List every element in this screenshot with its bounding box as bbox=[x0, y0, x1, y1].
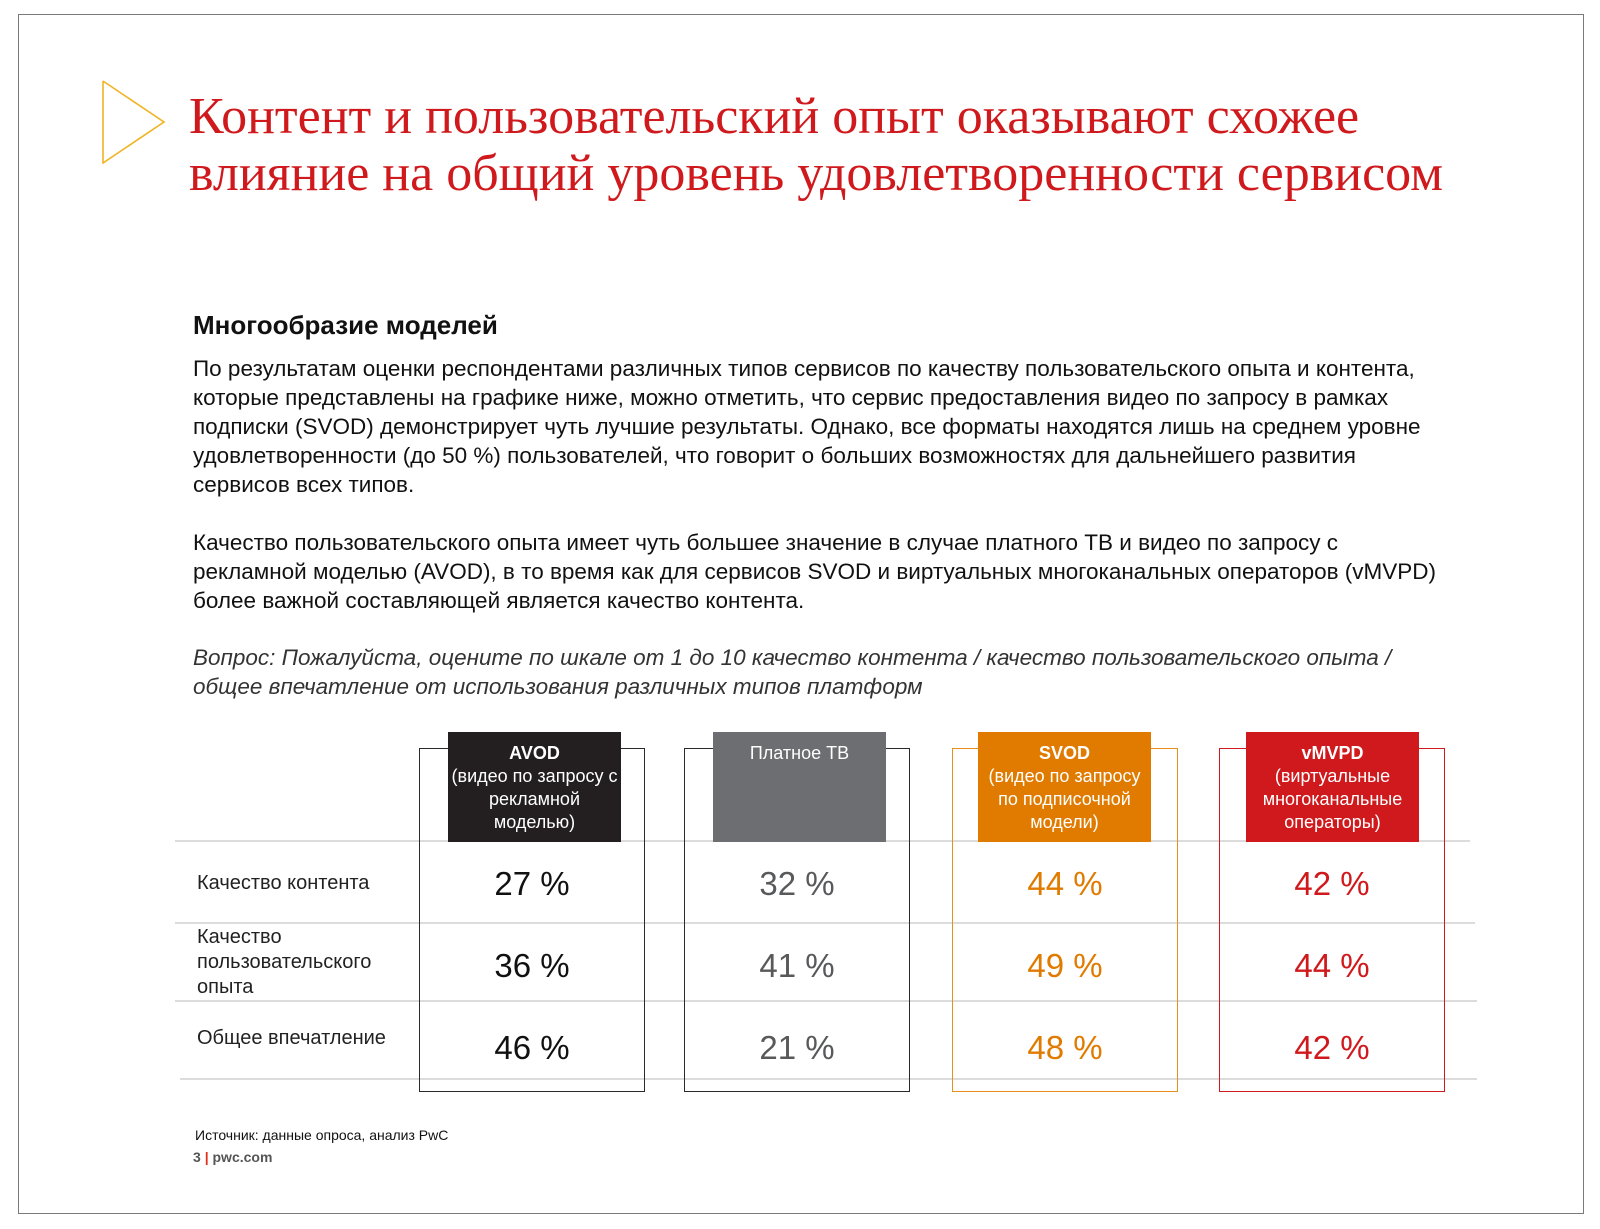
chevron-icon bbox=[102, 80, 166, 164]
source-note: Источник: данные опроса, анализ PwC bbox=[195, 1127, 449, 1143]
footer-separator: | bbox=[204, 1149, 209, 1165]
page-number: 3 bbox=[193, 1149, 201, 1165]
survey-question: Вопрос: Пожалуйста, оцените по шкале от … bbox=[193, 645, 1392, 699]
slide-frame bbox=[18, 14, 1584, 1214]
section-heading: Многообразие моделей bbox=[193, 310, 498, 340]
page-title: Контент и пользовательский опыт оказываю… bbox=[189, 88, 1444, 202]
body-paragraph-1: По результатам оценки респондентами разл… bbox=[193, 356, 1421, 497]
body-paragraph-2: Качество пользовательского опыта имеет ч… bbox=[193, 530, 1437, 613]
page-footer: 3 | pwc.com bbox=[193, 1149, 272, 1165]
footer-link[interactable]: pwc.com bbox=[212, 1149, 273, 1165]
